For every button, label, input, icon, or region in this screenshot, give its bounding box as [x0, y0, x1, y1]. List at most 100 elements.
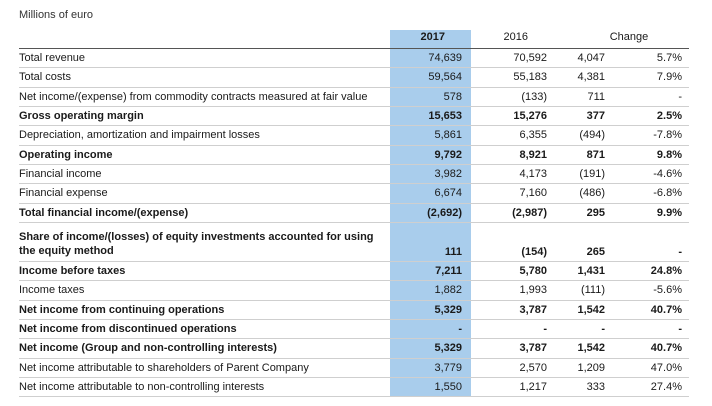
- table-row: Net income attributable to non-controlli…: [19, 377, 689, 396]
- table-row: Total revenue 74,639 70,592 4,047 5.7%: [19, 48, 689, 67]
- change-percent: 47.0%: [650, 361, 682, 374]
- row-label: Net income attributable to non-controlli…: [19, 380, 265, 393]
- row-label: Net income/(expense) from commodity cont…: [19, 90, 368, 103]
- table-row: Income taxes 1,882 1,993 (111) -5.6%: [19, 280, 689, 299]
- change-absolute: 265: [586, 246, 605, 258]
- change-percent: -5.6%: [653, 283, 682, 296]
- value-2016: 1,993: [519, 283, 547, 296]
- value-2016: 2,570: [519, 361, 547, 374]
- row-label: Net income attributable to shareholders …: [19, 361, 309, 374]
- row-label: Net income (Group and non-controlling in…: [19, 341, 277, 354]
- change-percent: -: [678, 322, 682, 335]
- value-2016: 55,183: [513, 70, 547, 83]
- row-divider: [19, 319, 689, 320]
- change-percent: 24.8%: [650, 264, 682, 277]
- value-2016: -: [543, 322, 547, 335]
- value-2016: 15,276: [513, 109, 547, 122]
- change-percent: 9.9%: [656, 206, 682, 219]
- row-divider: [19, 67, 689, 68]
- row-label: Income before taxes: [19, 264, 126, 277]
- value-2016: (2,987): [512, 206, 547, 219]
- value-2017: 5,329: [434, 303, 462, 316]
- change-percent: -6.8%: [653, 186, 682, 199]
- row-label: Income taxes: [19, 283, 85, 296]
- change-percent: -: [678, 246, 682, 258]
- value-2017: 7,211: [435, 264, 462, 277]
- row-label: Financial expense: [19, 186, 108, 199]
- change-absolute: 1,209: [577, 361, 605, 374]
- change-absolute: 711: [587, 90, 605, 103]
- change-absolute: (486): [579, 186, 605, 199]
- row-label: Financial income: [19, 167, 102, 180]
- change-percent: 27.4%: [650, 380, 682, 393]
- row-divider: [19, 106, 689, 107]
- row-label: Depreciation, amortization and impairmen…: [19, 128, 260, 141]
- row-divider: [19, 396, 689, 397]
- change-absolute: 1,431: [577, 264, 605, 277]
- change-absolute: 1,542: [577, 303, 605, 316]
- value-2017: 111: [444, 246, 462, 258]
- value-2017: 5,861: [434, 128, 462, 141]
- row-divider: [19, 377, 689, 378]
- table-row: Net income (Group and non-controlling in…: [19, 338, 689, 357]
- value-2017: 3,982: [434, 167, 462, 180]
- table-row: Net income from discontinued operations -…: [19, 319, 689, 338]
- row-divider: [19, 222, 689, 223]
- value-2017: 1,882: [434, 283, 462, 296]
- change-percent: 40.7%: [650, 341, 682, 354]
- row-label: Total revenue: [19, 51, 86, 64]
- year-2017-highlight: [390, 30, 471, 396]
- change-percent: -: [678, 90, 682, 103]
- row-label: Gross operating margin: [19, 109, 144, 122]
- row-divider: [19, 145, 689, 146]
- table-row: Share of income/(losses) of equity inves…: [19, 222, 689, 261]
- header-change: Change: [609, 31, 649, 43]
- row-divider: [19, 358, 689, 359]
- table-row: Operating income 9,792 8,921 871 9.8%: [19, 145, 689, 164]
- row-label: Total costs: [19, 70, 71, 83]
- value-2017: 5,329: [434, 341, 462, 354]
- table-caption: Millions of euro: [19, 9, 93, 21]
- value-2016: 70,592: [513, 51, 547, 64]
- table-row: Financial expense 6,674 7,160 (486) -6.8%: [19, 183, 689, 202]
- row-divider: [19, 300, 689, 301]
- change-absolute: 4,047: [577, 51, 605, 64]
- value-2016: (154): [521, 246, 547, 258]
- value-2017: 74,639: [428, 51, 462, 64]
- value-2016: 3,787: [519, 341, 547, 354]
- change-absolute: 333: [586, 380, 605, 393]
- row-divider: [19, 338, 689, 339]
- row-divider: [19, 48, 689, 49]
- value-2017: 9,792: [434, 148, 462, 161]
- table-row: Depreciation, amortization and impairmen…: [19, 125, 689, 144]
- value-2016: 8,921: [519, 148, 547, 161]
- change-percent: -4.6%: [653, 167, 682, 180]
- change-absolute: 377: [586, 109, 605, 122]
- change-absolute: 4,381: [577, 70, 605, 83]
- change-percent: -7.8%: [653, 128, 682, 141]
- change-percent: 2.5%: [656, 109, 682, 122]
- value-2017: 6,674: [434, 186, 462, 199]
- change-absolute: -: [601, 322, 605, 335]
- change-absolute: 871: [586, 148, 605, 161]
- change-absolute: 295: [586, 206, 605, 219]
- value-2016: (133): [521, 90, 547, 103]
- table-row: Income before taxes 7,211 5,780 1,431 24.8%: [19, 261, 689, 280]
- row-divider: [19, 183, 689, 184]
- change-absolute: (111): [580, 283, 605, 296]
- value-2016: 6,355: [519, 128, 547, 141]
- change-absolute: (191): [579, 167, 605, 180]
- table-row: Net income attributable to shareholders …: [19, 358, 689, 377]
- value-2016: 1,217: [519, 380, 547, 393]
- row-divider: [19, 125, 689, 126]
- change-percent: 9.8%: [656, 148, 682, 161]
- value-2017: 578: [443, 90, 462, 103]
- change-percent: 5.7%: [656, 51, 682, 64]
- row-divider: [19, 261, 689, 262]
- header-2017: 2017: [420, 31, 445, 43]
- value-2017: 3,779: [434, 361, 462, 374]
- table-row: Gross operating margin 15,653 15,276 377 2.5…: [19, 106, 689, 125]
- value-2017: 59,564: [428, 70, 462, 83]
- row-divider: [19, 164, 689, 165]
